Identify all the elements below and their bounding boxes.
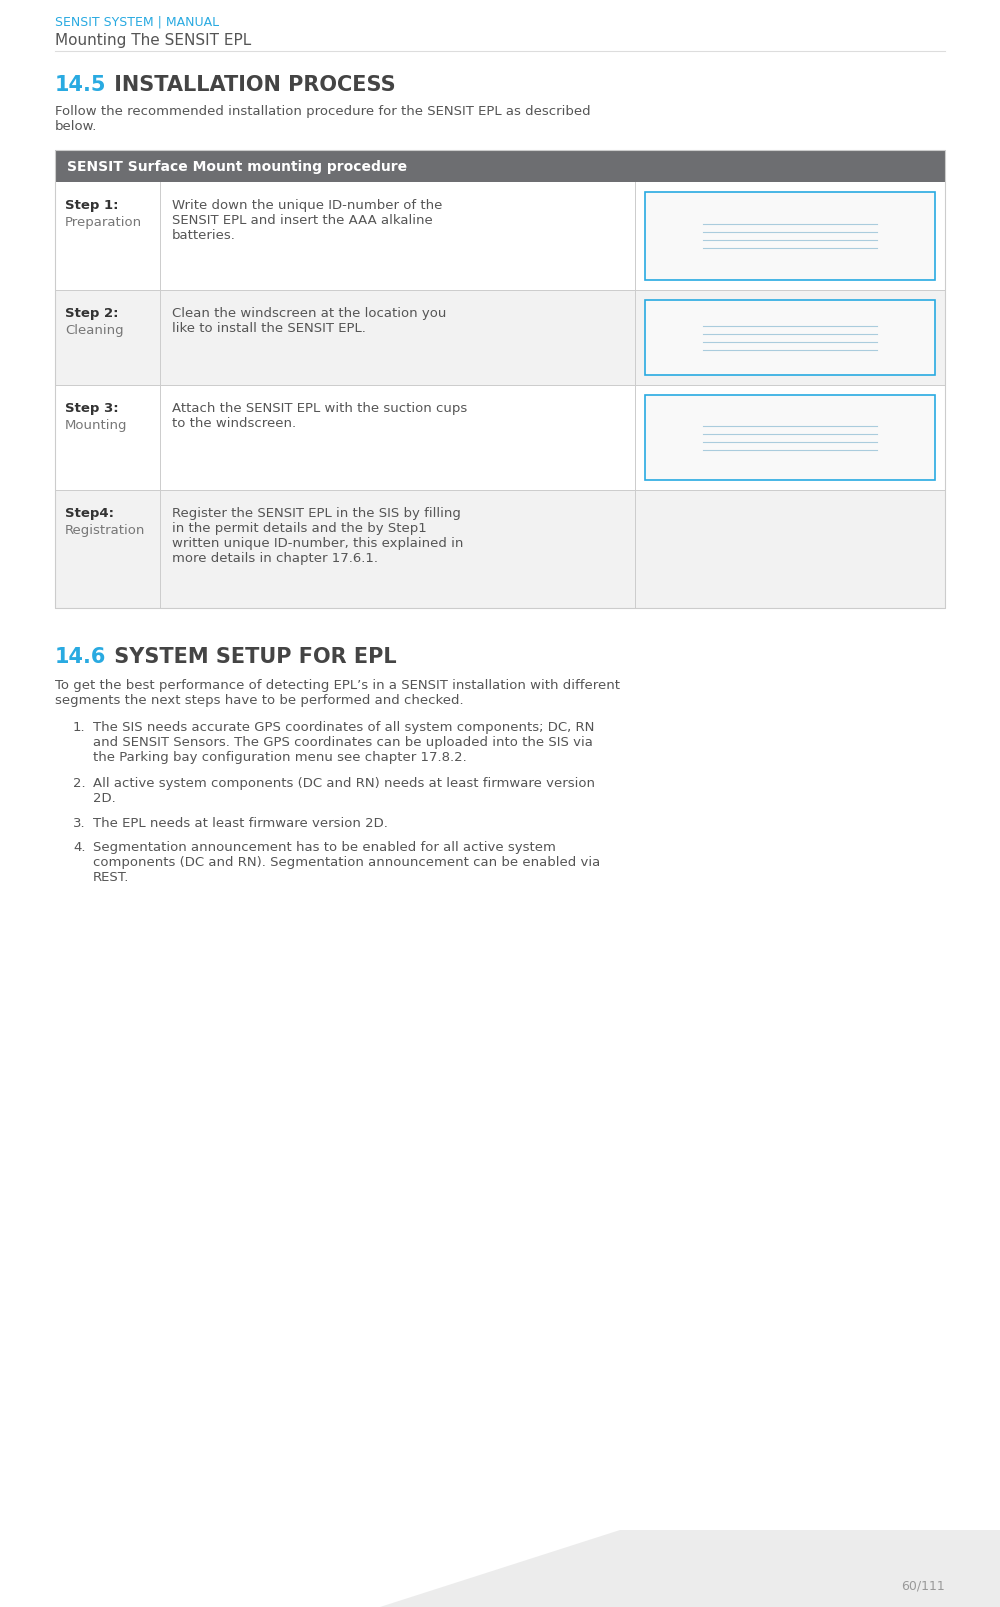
Text: SENSIT SYSTEM | MANUAL: SENSIT SYSTEM | MANUAL: [55, 16, 219, 29]
Text: Step4:: Step4:: [65, 506, 114, 519]
Text: Register the SENSIT EPL in the SIS by filling
in the permit details and the by S: Register the SENSIT EPL in the SIS by fi…: [172, 506, 463, 564]
Text: 2.: 2.: [73, 778, 86, 791]
Bar: [55, 291, 945, 386]
Text: Preparation: Preparation: [65, 215, 142, 228]
Text: INSTALLATION PROCESS: INSTALLATION PROCESS: [107, 76, 396, 95]
Text: Step 3:: Step 3:: [65, 402, 119, 415]
Text: 14.5: 14.5: [55, 76, 106, 95]
Bar: [55, 386, 945, 490]
Text: Cleaning: Cleaning: [65, 323, 124, 337]
Polygon shape: [380, 1530, 1000, 1607]
Text: 14.6: 14.6: [55, 646, 106, 667]
Text: Mounting: Mounting: [65, 419, 128, 432]
Text: SYSTEM SETUP FOR EPL: SYSTEM SETUP FOR EPL: [107, 646, 397, 667]
Bar: [645, 395, 935, 480]
Bar: [55, 183, 945, 291]
Bar: [645, 301, 935, 376]
Bar: [55, 151, 945, 609]
Text: Mounting The SENSIT EPL: Mounting The SENSIT EPL: [55, 34, 251, 48]
Text: Segmentation announcement has to be enabled for all active system
components (DC: Segmentation announcement has to be enab…: [93, 840, 600, 884]
Bar: [55, 490, 945, 609]
Text: Write down the unique ID-number of the
SENSIT EPL and insert the AAA alkaline
ba: Write down the unique ID-number of the S…: [172, 199, 442, 241]
Text: Step 2:: Step 2:: [65, 307, 119, 320]
Text: 3.: 3.: [73, 816, 86, 829]
Text: Registration: Registration: [65, 524, 145, 537]
Text: The EPL needs at least firmware version 2D.: The EPL needs at least firmware version …: [93, 816, 388, 829]
Text: All active system components (DC and RN) needs at least firmware version
2D.: All active system components (DC and RN)…: [93, 778, 595, 805]
Text: 60/111: 60/111: [901, 1580, 945, 1593]
Text: Follow the recommended installation procedure for the SENSIT EPL as described
be: Follow the recommended installation proc…: [55, 104, 591, 133]
Text: To get the best performance of detecting EPL’s in a SENSIT installation with dif: To get the best performance of detecting…: [55, 678, 620, 707]
Text: SENSIT Surface Mount mounting procedure: SENSIT Surface Mount mounting procedure: [67, 161, 407, 174]
Text: Clean the windscreen at the location you
like to install the SENSIT EPL.: Clean the windscreen at the location you…: [172, 307, 446, 334]
Text: 4.: 4.: [73, 840, 86, 853]
Text: The SIS needs accurate GPS coordinates of all system components; DC, RN
and SENS: The SIS needs accurate GPS coordinates o…: [93, 720, 594, 763]
Bar: [645, 193, 935, 281]
Text: Step 1:: Step 1:: [65, 199, 119, 212]
Text: Attach the SENSIT EPL with the suction cups
to the windscreen.: Attach the SENSIT EPL with the suction c…: [172, 402, 467, 429]
Bar: [55, 151, 945, 183]
Text: 1.: 1.: [73, 720, 86, 733]
